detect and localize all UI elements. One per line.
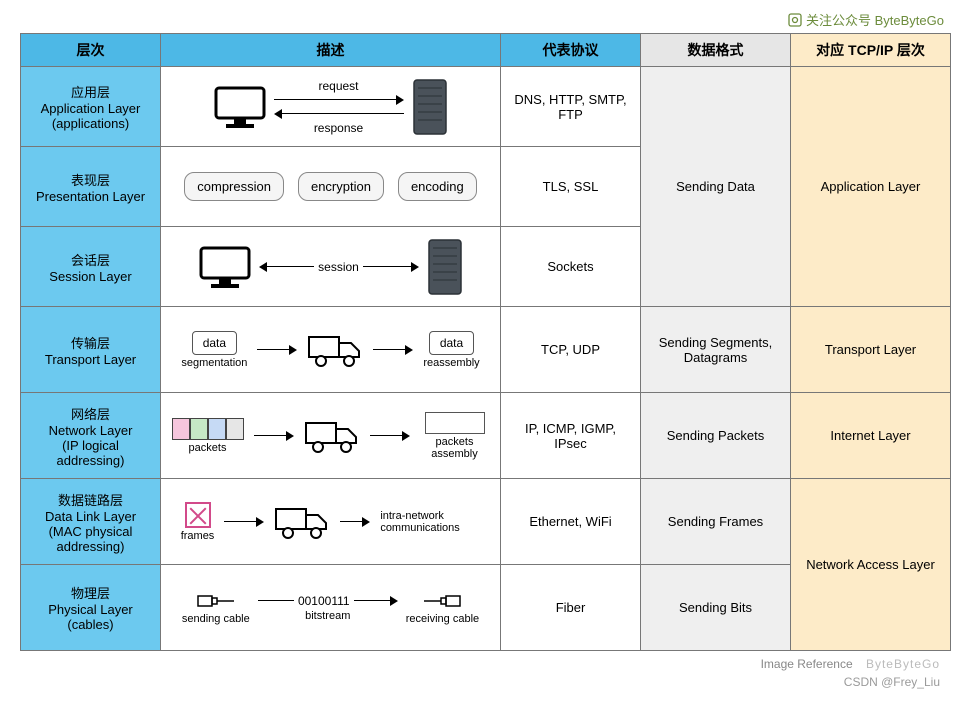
- layer-cell: 应用层Application Layer(applications): [21, 67, 161, 147]
- tcpip-cell: Application Layer: [791, 67, 951, 307]
- branding-top: 关注公众号 ByteByteGo: [20, 10, 950, 29]
- layer-cell: 网络层Network Layer(IP logical addressing): [21, 393, 161, 479]
- proto-cell: Sockets: [501, 227, 641, 307]
- packet-segments: [172, 418, 244, 440]
- header-row: 层次 描述 代表协议 数据格式 对应 TCP/IP 层次: [21, 34, 951, 67]
- osi-table: 层次 描述 代表协议 数据格式 对应 TCP/IP 层次 应用层Applicat…: [20, 33, 951, 651]
- proto-cell: Ethernet, WiFi: [501, 479, 641, 565]
- proto-cell: Fiber: [501, 565, 641, 651]
- format-cell: Sending Data: [641, 67, 791, 307]
- tcpip-cell: Transport Layer: [791, 307, 951, 393]
- table-row: 数据链路层Data Link Layer(MAC physical addres…: [21, 479, 951, 565]
- pill: encryption: [298, 172, 384, 201]
- desc-cell: datasegmentationdatareassembly: [161, 307, 501, 393]
- monitor-icon: [197, 244, 253, 290]
- req-resp-arrows: requestresponse: [274, 81, 404, 133]
- format-cell: Sending Segments, Datagrams: [641, 307, 791, 393]
- server-icon: [425, 238, 465, 296]
- format-cell: Sending Frames: [641, 479, 791, 565]
- proto-cell: DNS, HTTP, SMTP, FTP: [501, 67, 641, 147]
- cable-icon: [196, 591, 236, 611]
- table-row: 传输层Transport Layerdatasegmentationdatare…: [21, 307, 951, 393]
- truck-icon: [307, 331, 363, 369]
- hdr-format: 数据格式: [641, 34, 791, 67]
- desc-cell: packetspackets assembly: [161, 393, 501, 479]
- format-cell: Sending Bits: [641, 565, 791, 651]
- desc-cell: framesintra-network communications: [161, 479, 501, 565]
- proto-cell: TLS, SSL: [501, 147, 641, 227]
- desc-cell: compression encryption encoding: [161, 147, 501, 227]
- cable-icon: [422, 591, 462, 611]
- table-row: 应用层Application Layer(applications) reques…: [21, 67, 951, 147]
- pill: encoding: [398, 172, 477, 201]
- hdr-tcpip: 对应 TCP/IP 层次: [791, 34, 951, 67]
- footer-ref: Image Reference ByteByteGo: [761, 657, 940, 671]
- hdr-proto: 代表协议: [501, 34, 641, 67]
- server-icon: [410, 78, 450, 136]
- table-row: 网络层Network Layer(IP logical addressing)p…: [21, 393, 951, 479]
- pill: compression: [184, 172, 284, 201]
- hdr-desc: 描述: [161, 34, 501, 67]
- layer-cell: 数据链路层Data Link Layer(MAC physical addres…: [21, 479, 161, 565]
- desc-cell: sending cable00100111bitstreamreceiving …: [161, 565, 501, 651]
- monitor-icon: [212, 84, 268, 130]
- desc-cell: requestresponse: [161, 67, 501, 147]
- proto-cell: TCP, UDP: [501, 307, 641, 393]
- session-arrow: session: [259, 260, 419, 274]
- footer: Image Reference ByteByteGo CSDN @Frey_Li…: [20, 655, 950, 691]
- truck-icon: [304, 417, 360, 455]
- desc-cell: session: [161, 227, 501, 307]
- branding-text: 关注公众号 ByteByteGo: [806, 13, 944, 28]
- layer-cell: 传输层Transport Layer: [21, 307, 161, 393]
- frame-icon: [185, 502, 211, 528]
- format-cell: Sending Packets: [641, 393, 791, 479]
- hdr-layer: 层次: [21, 34, 161, 67]
- layer-cell: 物理层Physical Layer(cables): [21, 565, 161, 651]
- truck-icon: [274, 503, 330, 541]
- tcpip-cell: Network Access Layer: [791, 479, 951, 651]
- footer-watermark: CSDN @Frey_Liu: [844, 675, 940, 689]
- layer-cell: 表现层Presentation Layer: [21, 147, 161, 227]
- tcpip-cell: Internet Layer: [791, 393, 951, 479]
- layer-cell: 会话层Session Layer: [21, 227, 161, 307]
- proto-cell: IP, ICMP, IGMP, IPsec: [501, 393, 641, 479]
